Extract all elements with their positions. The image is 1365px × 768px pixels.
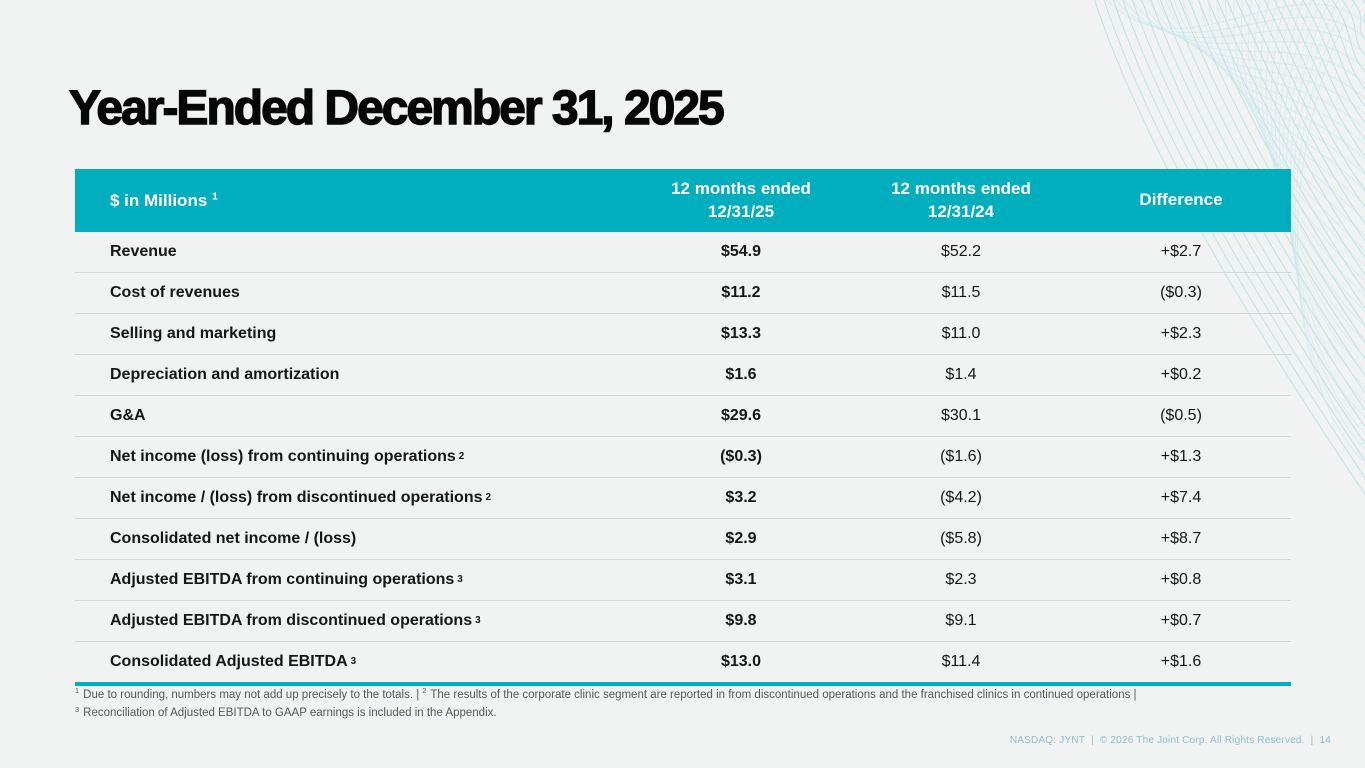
- value-difference: +$1.3: [1160, 448, 1202, 465]
- value-2025: $1.6: [725, 366, 757, 383]
- table-row-consolidated-net-income: Consolidated net income / (loss) $2.9 ($…: [75, 518, 1291, 559]
- row-label: Net income (loss) from continuing operat…: [110, 448, 456, 465]
- value-2025: $9.8: [725, 612, 757, 629]
- row-label: Cost of revenues: [110, 284, 240, 301]
- value-2025: $11.2: [721, 284, 761, 301]
- table-row-depreciation-amortization: Depreciation and amortization $1.6 $1.4 …: [75, 354, 1291, 395]
- value-2025: $54.9: [720, 243, 762, 260]
- row-label: Adjusted EBITDA from discontinued operat…: [110, 612, 473, 629]
- row-label: Depreciation and amortization: [110, 366, 340, 383]
- value-2025: $29.6: [720, 407, 762, 424]
- table-row-adj-ebitda-continuing: Adjusted EBITDA from continuing operatio…: [75, 559, 1291, 600]
- value-2024: $30.1: [940, 407, 982, 424]
- table-row-ga: G&A $29.6 $30.1 ($0.5): [75, 395, 1291, 436]
- value-2024: $1.4: [945, 366, 977, 383]
- value-2024: ($1.6): [940, 448, 982, 465]
- table-header-row: $ in Millions 1 12 months ended 12/31/25…: [75, 169, 1291, 232]
- footnotes: 1 Due to rounding, numbers may not add u…: [75, 686, 1295, 723]
- value-difference: +$2.3: [1160, 325, 1202, 342]
- ticker-label: NASDAQ: JYNT: [1009, 735, 1086, 746]
- value-2025: $2.9: [725, 530, 757, 547]
- copyright-text: © 2026 The Joint Corp. All Rights Reserv…: [1099, 735, 1305, 746]
- value-difference: ($0.5): [1160, 407, 1202, 424]
- table-row-net-income-discontinued: Net income / (loss) from discontinued op…: [75, 477, 1291, 518]
- table-body: Revenue $54.9 $52.2 +$2.7 Cost of revenu…: [75, 232, 1291, 686]
- header-col-difference: Difference: [1139, 190, 1223, 210]
- value-2025: $13.3: [720, 325, 762, 342]
- footnote-marker-1: 1: [212, 189, 218, 202]
- value-difference: +$1.6: [1160, 653, 1202, 670]
- value-2025: $13.0: [720, 653, 762, 670]
- value-2025: $3.1: [725, 571, 757, 588]
- table-row-cost-of-revenues: Cost of revenues $11.2 $11.5 ($0.3): [75, 272, 1291, 313]
- row-label: Net income / (loss) from discontinued op…: [110, 489, 483, 506]
- value-2024: ($4.2): [940, 489, 982, 506]
- footnote-line-2: 3 Reconciliation of Adjusted EBITDA to G…: [75, 705, 497, 720]
- financial-results-table: $ in Millions 1 12 months ended 12/31/25…: [75, 169, 1291, 686]
- header-col-2024: 12 months ended 12/31/24: [891, 179, 1031, 221]
- value-difference: +$7.4: [1160, 489, 1202, 506]
- table-row-adj-ebitda-discontinued: Adjusted EBITDA from discontinued operat…: [75, 600, 1291, 641]
- value-2024: $11.4: [941, 653, 981, 670]
- table-row-net-income-continuing: Net income (loss) from continuing operat…: [75, 436, 1291, 477]
- footnote-line-1: 1 Due to rounding, numbers may not add u…: [75, 687, 1137, 701]
- value-difference: +$8.7: [1160, 530, 1202, 547]
- row-label: G&A: [110, 407, 146, 424]
- header-units-label: $ in Millions: [110, 190, 208, 210]
- table-row-selling-marketing: Selling and marketing $13.3 $11.0 +$2.3: [75, 313, 1291, 354]
- header-col-2025: 12 months ended 12/31/25: [671, 179, 811, 221]
- value-difference: ($0.3): [1160, 284, 1202, 301]
- footer-separator: |: [1091, 735, 1094, 746]
- slide-footer: NASDAQ: JYNT | © 2026 The Joint Corp. Al…: [1010, 735, 1331, 746]
- row-label: Adjusted EBITDA from continuing operatio…: [110, 571, 455, 588]
- value-2024: $11.5: [941, 284, 981, 301]
- value-difference: +$0.2: [1160, 366, 1202, 383]
- row-label: Selling and marketing: [110, 325, 277, 342]
- value-difference: +$2.7: [1160, 243, 1202, 260]
- header-units: $ in Millions 1: [75, 169, 631, 232]
- value-2024: $9.1: [945, 612, 977, 629]
- page-number: 14: [1319, 735, 1331, 746]
- row-label: Consolidated net income / (loss): [110, 530, 357, 547]
- table-row-consolidated-adj-ebitda: Consolidated Adjusted EBITDA 3 $13.0 $11.…: [75, 641, 1291, 682]
- value-2025: ($0.3): [720, 448, 762, 465]
- value-difference: +$0.8: [1160, 571, 1202, 588]
- row-label: Revenue: [110, 243, 177, 260]
- value-2025: $3.2: [725, 489, 757, 506]
- footer-separator: |: [1310, 735, 1314, 746]
- value-2024: $52.2: [940, 243, 982, 260]
- value-2024: $2.3: [945, 571, 977, 588]
- page-title: Year-Ended December 31, 2025: [68, 82, 725, 135]
- table-row-revenue: Revenue $54.9 $52.2 +$2.7: [75, 232, 1291, 272]
- value-2024: ($5.8): [940, 530, 982, 547]
- row-label: Consolidated Adjusted EBITDA: [110, 653, 348, 670]
- value-2024: $11.0: [941, 325, 981, 342]
- value-difference: +$0.7: [1160, 612, 1202, 629]
